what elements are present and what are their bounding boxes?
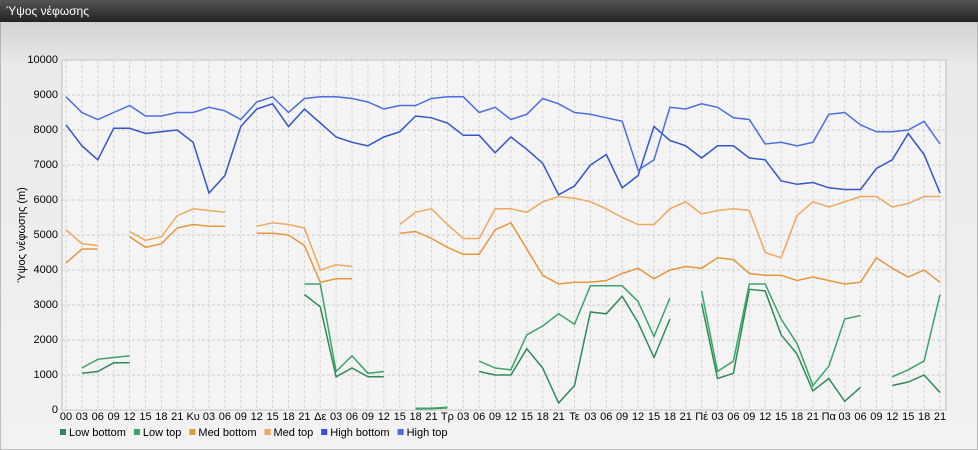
x-tick-label: Κυ bbox=[186, 411, 199, 423]
x-tick-label: 12 bbox=[759, 411, 771, 423]
x-tick-label: 12 bbox=[378, 411, 390, 423]
y-tick-label: 2000 bbox=[34, 334, 58, 346]
y-tick-label: 6000 bbox=[34, 194, 58, 206]
legend-swatch bbox=[189, 429, 196, 435]
x-tick-label: 21 bbox=[552, 411, 564, 423]
series-line bbox=[81, 283, 941, 410]
x-tick-label: 18 bbox=[155, 411, 167, 423]
x-tick-label: 06 bbox=[219, 411, 231, 423]
x-tick-label: 18 bbox=[409, 411, 421, 423]
legend-label: Low top bbox=[143, 427, 182, 439]
legend-label: Med bottom bbox=[198, 427, 256, 439]
series-line bbox=[65, 195, 940, 271]
x-tick-label: 03 bbox=[457, 411, 469, 423]
x-tick-label: 21 bbox=[934, 411, 946, 423]
x-tick-label: 03 bbox=[584, 411, 596, 423]
x-tick-label: 09 bbox=[362, 411, 374, 423]
x-tick-label: 12 bbox=[251, 411, 263, 423]
x-tick-label: 15 bbox=[139, 411, 151, 423]
x-tick-label: 06 bbox=[346, 411, 358, 423]
x-tick-label: 09 bbox=[616, 411, 628, 423]
legend-label: Med top bbox=[274, 427, 314, 439]
title-bar bbox=[0, 0, 978, 22]
x-tick-label: 15 bbox=[902, 411, 914, 423]
legend-swatch bbox=[264, 429, 271, 435]
x-tick-label: 21 bbox=[298, 411, 310, 423]
x-tick-label: 03 bbox=[203, 411, 215, 423]
x-tick-label: Δε bbox=[314, 411, 326, 423]
x-tick-label: 03 bbox=[711, 411, 723, 423]
legend-swatch bbox=[321, 429, 328, 435]
x-tick-label: 09 bbox=[743, 411, 755, 423]
x-tick-label: 18 bbox=[918, 411, 930, 423]
y-tick-label: 5000 bbox=[34, 229, 58, 241]
x-tick-label: Πα bbox=[822, 411, 837, 423]
series-line bbox=[65, 102, 941, 196]
y-tick-label: 8000 bbox=[34, 124, 58, 136]
x-tick-label: 06 bbox=[727, 411, 739, 423]
x-tick-label: 06 bbox=[92, 411, 104, 423]
x-tick-label: 18 bbox=[537, 411, 549, 423]
y-axis-label: Ύψος νέφωσης (m) bbox=[16, 187, 28, 283]
x-tick-label: 09 bbox=[870, 411, 882, 423]
x-tick-label: 15 bbox=[648, 411, 660, 423]
x-tick-label: 18 bbox=[664, 411, 676, 423]
x-tick-label: 18 bbox=[282, 411, 294, 423]
x-tick-label: 09 bbox=[108, 411, 120, 423]
y-tick-label: 7000 bbox=[34, 159, 58, 171]
x-tick-label: Πέ bbox=[695, 411, 708, 423]
legend-swatch bbox=[133, 429, 140, 435]
x-tick-label: 15 bbox=[394, 411, 406, 423]
y-tick-label: 0 bbox=[52, 404, 58, 416]
series-line bbox=[65, 95, 941, 172]
x-tick-label: 12 bbox=[886, 411, 898, 423]
legend-swatch bbox=[397, 429, 404, 435]
x-tick-label: 15 bbox=[266, 411, 278, 423]
x-tick-label: 12 bbox=[505, 411, 517, 423]
x-tick-label: 15 bbox=[775, 411, 787, 423]
x-tick-label: 21 bbox=[680, 411, 692, 423]
x-tick-label: 09 bbox=[235, 411, 247, 423]
y-tick-label: 1000 bbox=[34, 369, 58, 381]
x-tick-label: 03 bbox=[330, 411, 342, 423]
x-tick-label: Τε bbox=[569, 411, 580, 423]
x-tick-label: 21 bbox=[171, 411, 183, 423]
x-tick-label: 06 bbox=[473, 411, 485, 423]
x-tick-label: 03 bbox=[76, 411, 88, 423]
y-tick-label: 4000 bbox=[34, 264, 58, 276]
x-tick-label: 15 bbox=[521, 411, 533, 423]
legend-label: Low bottom bbox=[69, 427, 126, 439]
legend-label: High bottom bbox=[330, 427, 389, 439]
x-tick-label: 00 bbox=[60, 411, 72, 423]
x-tick-label: 18 bbox=[791, 411, 803, 423]
x-tick-label: 12 bbox=[123, 411, 135, 423]
x-tick-label: 12 bbox=[632, 411, 644, 423]
x-tick-label: 21 bbox=[425, 411, 437, 423]
series-line bbox=[65, 221, 941, 285]
legend-swatch bbox=[60, 429, 66, 435]
legend-label: High top bbox=[407, 427, 448, 439]
x-tick-label: Τρ bbox=[441, 411, 454, 423]
x-tick-label: 03 bbox=[839, 411, 851, 423]
y-tick-label: 10000 bbox=[27, 54, 58, 66]
y-tick-label: 3000 bbox=[34, 299, 58, 311]
window-title: Ύψος νέφωσης bbox=[6, 4, 89, 18]
y-tick-label: 9000 bbox=[34, 89, 58, 101]
x-tick-label: 06 bbox=[600, 411, 612, 423]
x-tick-label: 09 bbox=[489, 411, 501, 423]
x-tick-label: 06 bbox=[854, 411, 866, 423]
x-tick-label: 21 bbox=[807, 411, 819, 423]
